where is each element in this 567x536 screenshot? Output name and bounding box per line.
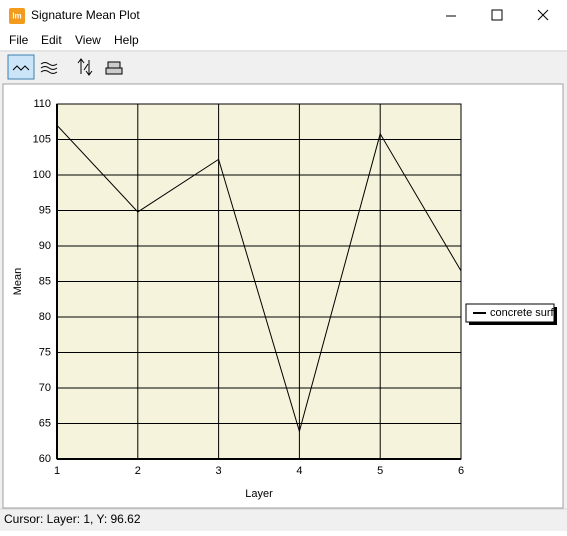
- menu-item[interactable]: View: [75, 33, 101, 47]
- menu-item[interactable]: Help: [114, 33, 139, 47]
- menu-bar: [0, 32, 567, 50]
- y-tick-label: 75: [39, 346, 51, 358]
- line-plot-icon: [12, 65, 30, 71]
- y-tick-label: 95: [39, 204, 51, 216]
- y-tick-label: 65: [39, 417, 51, 429]
- y-tick-label: 105: [33, 133, 51, 145]
- y-tick-label: 85: [39, 275, 51, 287]
- menu-item[interactable]: Edit: [41, 33, 62, 47]
- y-tick-label: 80: [39, 311, 51, 323]
- y-axis-label: Mean: [12, 268, 24, 296]
- print-button[interactable]: [105, 61, 123, 75]
- legend-label: concrete surf: [490, 307, 555, 319]
- close-button[interactable]: [537, 9, 549, 21]
- app-icon-text: Im: [12, 12, 21, 21]
- status-bar: Cursor: Layer: 1, Y: 96.62: [4, 512, 141, 526]
- title-bar: [0, 0, 567, 32]
- x-axis-label: Layer: [245, 488, 273, 500]
- switch-button[interactable]: [77, 58, 93, 76]
- y-tick-label: 60: [39, 453, 51, 465]
- maximize-button[interactable]: [491, 9, 503, 21]
- x-tick-label: 1: [54, 465, 60, 477]
- y-tick-label: 100: [33, 169, 51, 181]
- multi-plot-button[interactable]: [40, 62, 58, 74]
- y-tick-label: 90: [39, 240, 51, 252]
- x-tick-label: 4: [296, 465, 302, 477]
- line-plot-button[interactable]: [7, 54, 35, 80]
- legend-box: [465, 303, 555, 323]
- y-tick-label: 70: [39, 382, 51, 394]
- window-title: Signature Mean Plot: [31, 8, 140, 22]
- menu-item[interactable]: File: [9, 33, 29, 47]
- series-line: [56, 124, 462, 434]
- x-tick-label: 3: [216, 465, 222, 477]
- x-tick-label: 2: [135, 465, 141, 477]
- app-icon: [9, 8, 25, 24]
- x-tick-label: 5: [377, 465, 383, 477]
- x-tick-label: 6: [458, 465, 464, 477]
- y-tick-label: 110: [33, 98, 51, 110]
